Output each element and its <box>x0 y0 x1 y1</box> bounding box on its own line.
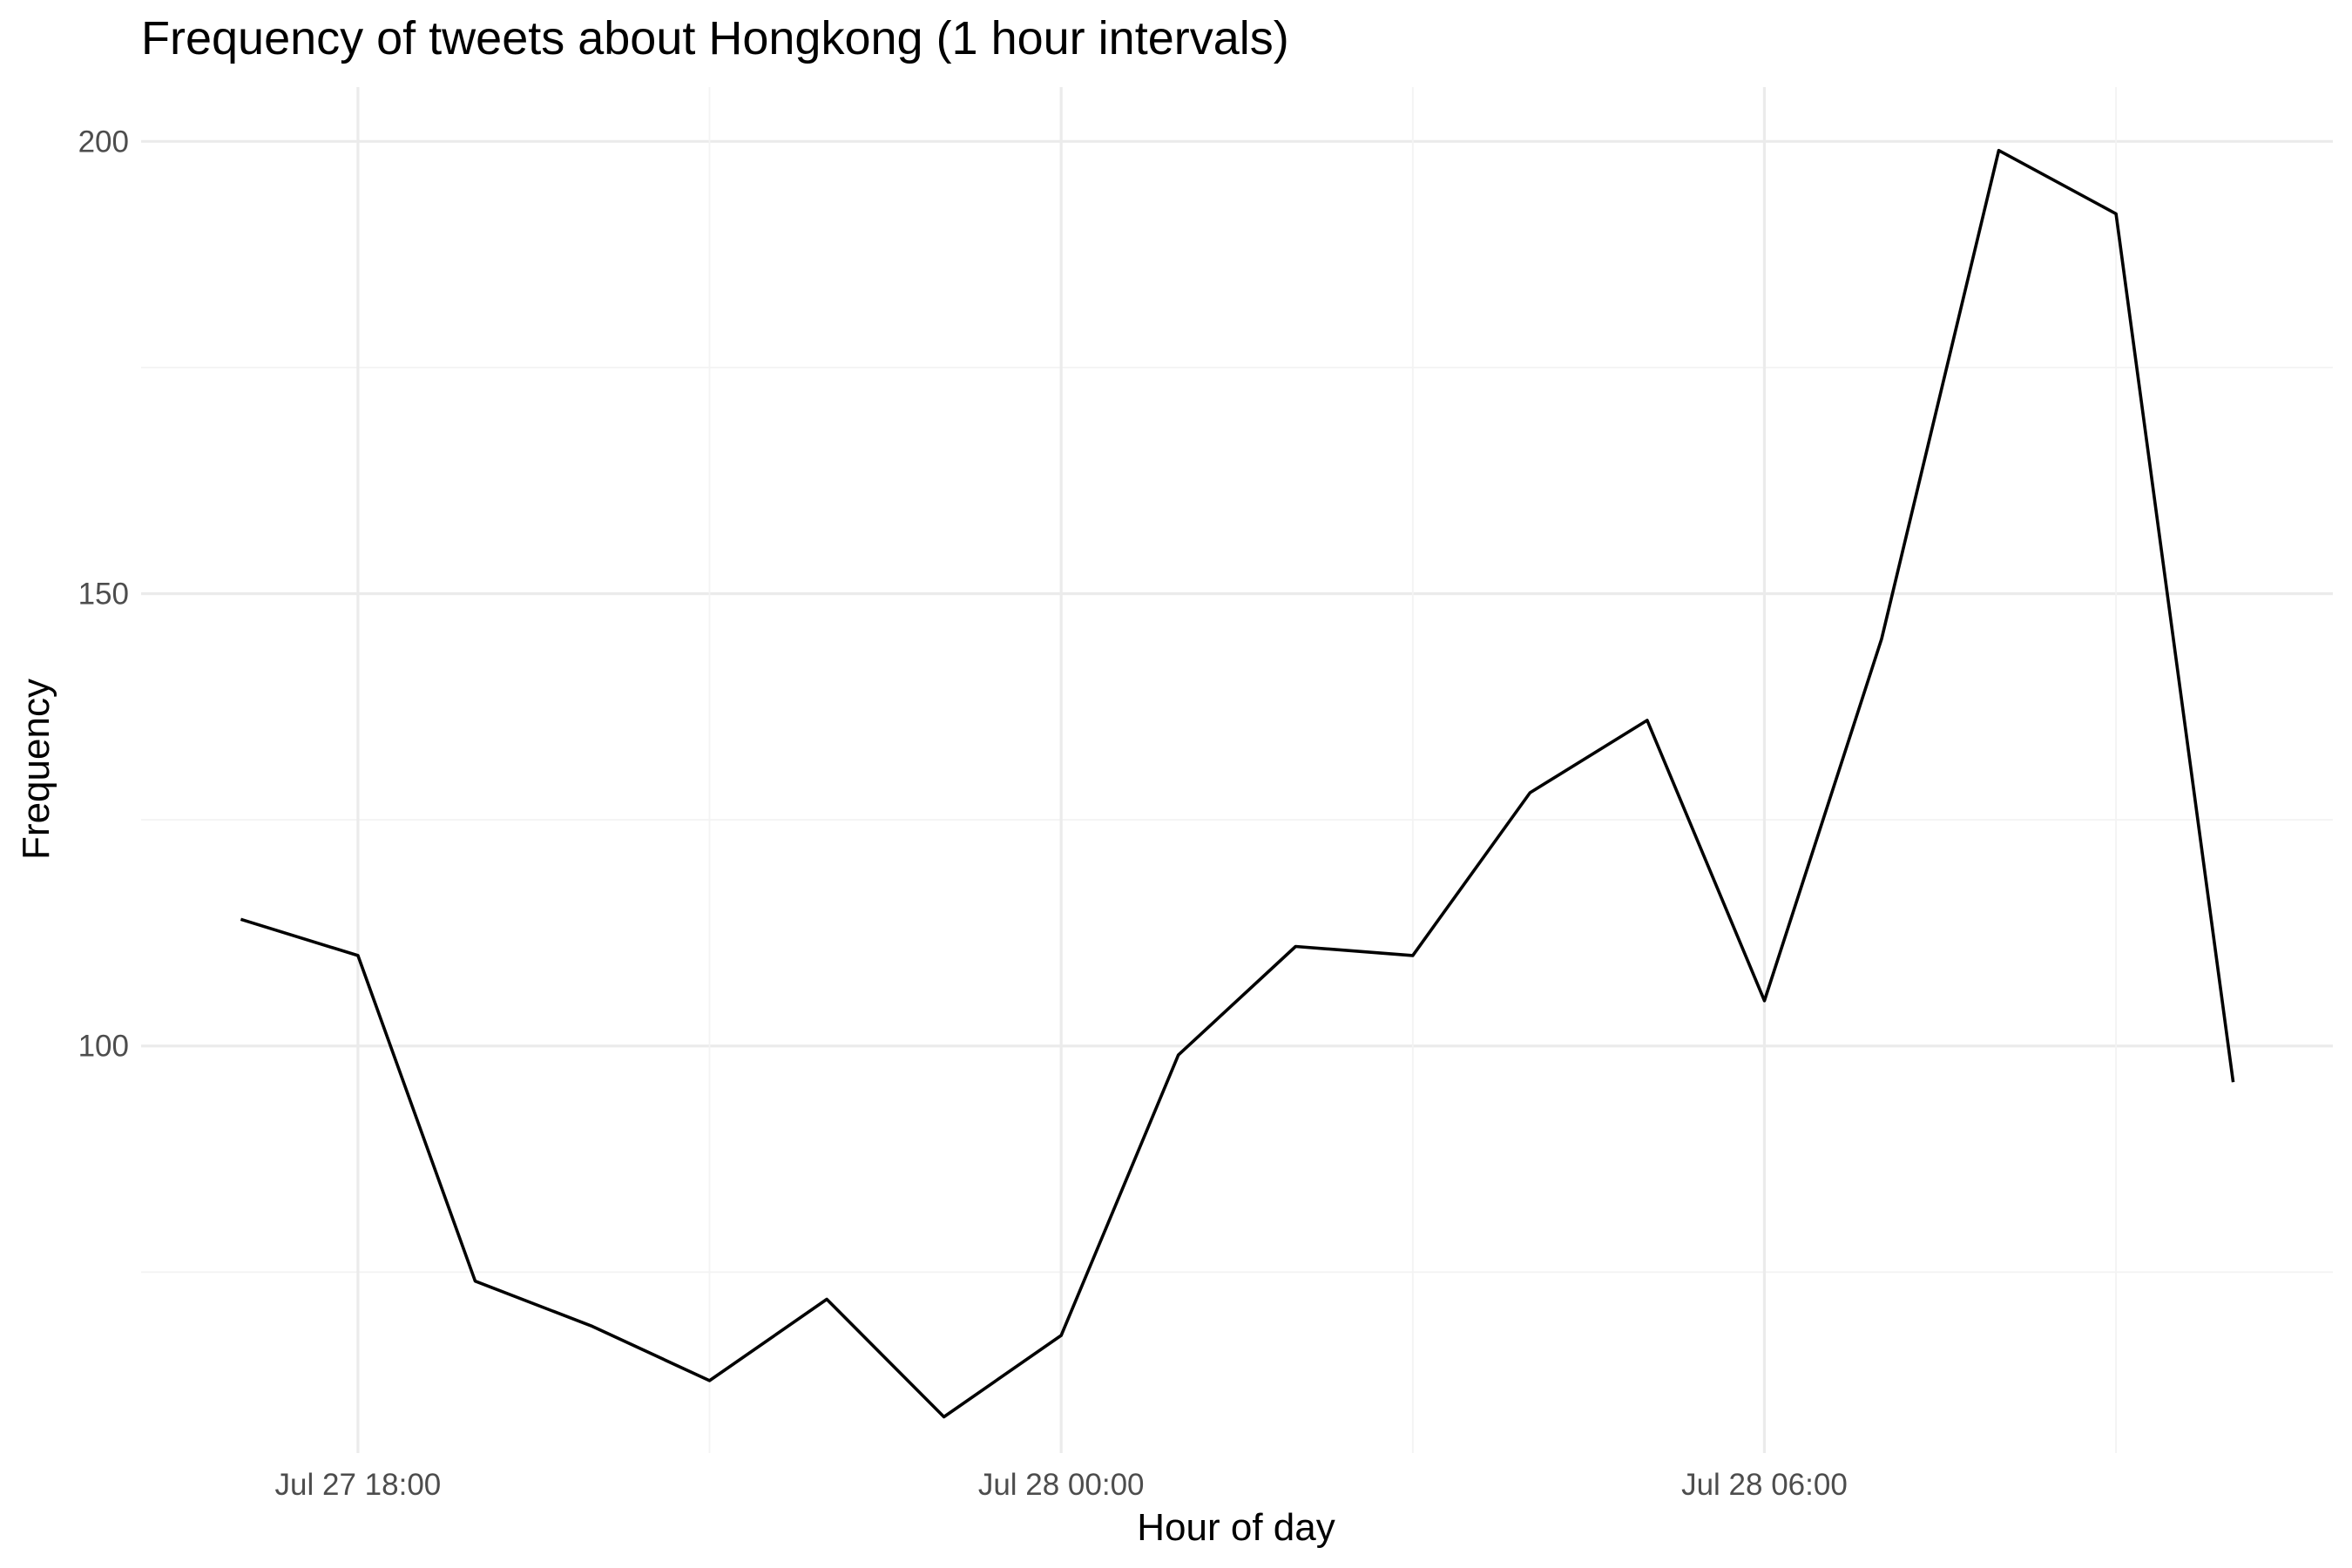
x-tick-label: Jul 28 06:00 <box>1681 1468 1848 1502</box>
y-tick-label: 150 <box>78 578 129 612</box>
y-axis-ticks: 100 150 200 <box>78 125 129 1063</box>
data-points <box>238 148 2235 1420</box>
chart-title: Frequency of tweets about Hongkong (1 ho… <box>141 12 1289 64</box>
y-tick-label: 200 <box>78 125 129 159</box>
x-axis-ticks: Jul 27 18:00 Jul 28 00:00 Jul 28 06:00 <box>275 1468 1848 1502</box>
x-tick-label: Jul 28 00:00 <box>978 1468 1145 1502</box>
series-line <box>240 148 2235 1419</box>
grid <box>141 87 2333 1453</box>
x-axis-title: Hour of day <box>1137 1506 1335 1549</box>
x-tick-label: Jul 27 18:00 <box>275 1468 442 1502</box>
y-axis-title: Frequency <box>15 679 57 860</box>
y-tick-label: 100 <box>78 1030 129 1064</box>
